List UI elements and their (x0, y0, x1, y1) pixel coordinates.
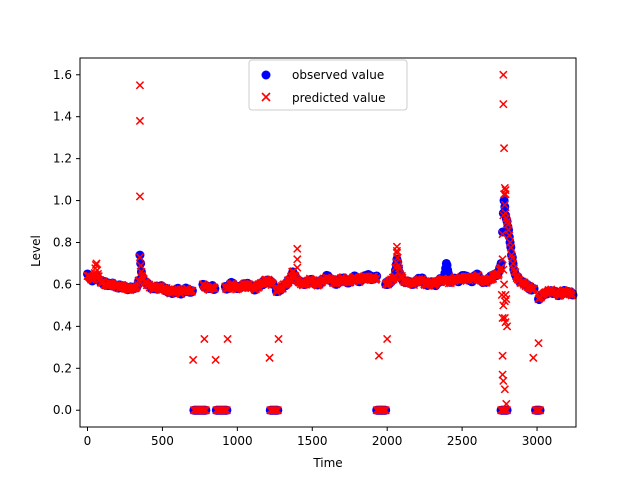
predicted-point (498, 351, 507, 360)
predicted-point (500, 385, 509, 394)
predicted-point (502, 399, 511, 409)
legend-predicted-label: predicted value (292, 91, 386, 105)
x-axis: 0 500 1000 1500 2000 2500 3000 (84, 427, 553, 448)
observed-point (135, 250, 145, 260)
predicted-point (499, 144, 509, 153)
predicted-point (505, 231, 514, 240)
x-tick-label: 1000 (222, 434, 253, 448)
predicted-point (498, 313, 507, 323)
predicted-point (499, 70, 508, 79)
predicted-point (498, 255, 507, 264)
predicted-point (293, 244, 302, 253)
predicted-point (500, 200, 509, 209)
legend-observed-label: observed value (292, 68, 384, 82)
predicted-point (201, 406, 211, 415)
predicted-point (498, 229, 507, 239)
y-tick-label: 0.0 (53, 403, 72, 417)
predicted-point (390, 271, 399, 281)
predicted-point (135, 81, 145, 90)
x-tick-label: 1500 (297, 434, 328, 448)
predicted-point (374, 351, 384, 360)
legend-observed-marker (261, 70, 271, 80)
predicted-point (383, 334, 392, 344)
predicted-point (535, 406, 545, 415)
predicted-point (501, 318, 510, 327)
predicted-point (293, 263, 302, 272)
predicted-point (499, 376, 508, 386)
x-tick-label: 0 (84, 434, 92, 448)
predicted-point (502, 217, 512, 226)
predicted-point (93, 269, 103, 279)
predicted-point (529, 353, 538, 362)
y-tick-label: 1.6 (53, 68, 72, 82)
predicted-point (188, 286, 197, 295)
predicted-point (568, 290, 578, 300)
predicted-point (381, 406, 390, 415)
x-tick-label: 2500 (447, 434, 478, 448)
y-tick-label: 0.4 (53, 319, 72, 333)
predicted-point (392, 246, 402, 256)
predicted-point (502, 294, 511, 304)
predicted-point (499, 99, 508, 109)
predicted-point (135, 192, 145, 201)
predicted-point (265, 353, 274, 362)
predicted-point (393, 253, 402, 262)
predicted-point (499, 280, 509, 289)
predicted-point (223, 334, 232, 344)
y-tick-label: 0.2 (53, 361, 72, 375)
predicted-point (529, 284, 539, 293)
predicted-point (135, 253, 145, 262)
y-tick-label: 1.0 (53, 194, 72, 208)
legend-predicted-marker (261, 92, 271, 102)
predicted-point (200, 334, 209, 344)
x-tick-label: 2000 (372, 434, 403, 448)
predicted-point (274, 334, 283, 344)
predicted-point (501, 190, 510, 199)
predicted-point (293, 255, 302, 264)
predicted-series (83, 70, 578, 415)
y-tick-label: 1.2 (53, 152, 72, 166)
y-axis: 0.0 0.2 0.4 0.6 0.8 1.0 1.2 1.4 1.6 (53, 68, 80, 417)
predicted-point (372, 274, 381, 283)
x-axis-label: Time (312, 456, 342, 470)
predicted-point (499, 265, 508, 274)
y-axis-label: Level (29, 235, 43, 267)
predicted-point (210, 284, 219, 293)
predicted-point (273, 406, 282, 415)
predicted-point (189, 355, 198, 365)
y-tick-label: 0.6 (53, 277, 72, 291)
predicted-point (135, 116, 145, 126)
predicted-point (222, 406, 231, 415)
legend-box (248, 59, 408, 111)
predicted-point (534, 339, 543, 348)
predicted-point (506, 243, 515, 252)
legend: observed value predicted value (248, 59, 408, 111)
predicted-point (92, 259, 101, 268)
predicted-point (211, 355, 220, 365)
x-tick-label: 3000 (522, 434, 553, 448)
y-tick-label: 0.8 (53, 236, 72, 250)
y-tick-label: 1.4 (53, 110, 72, 124)
x-tick-label: 500 (151, 434, 174, 448)
predicted-point (394, 261, 403, 270)
